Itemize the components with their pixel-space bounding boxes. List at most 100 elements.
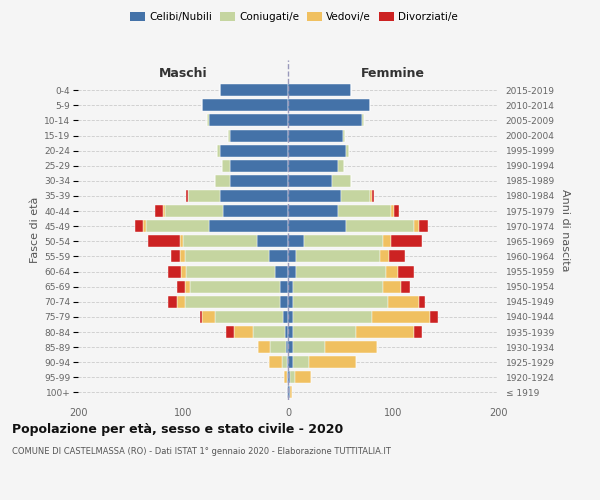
Bar [257, 341, 270, 353]
Bar [419, 220, 428, 232]
Bar [180, 250, 185, 262]
Bar [288, 236, 304, 248]
Bar [270, 341, 286, 353]
Bar [186, 190, 188, 202]
Bar [176, 296, 185, 308]
Bar [176, 280, 185, 292]
Bar [275, 266, 288, 278]
Bar [343, 130, 345, 141]
Bar [338, 205, 391, 217]
Bar [293, 280, 383, 292]
Bar [338, 160, 344, 172]
Bar [228, 130, 230, 141]
Bar [304, 236, 383, 248]
Bar [202, 100, 288, 112]
Bar [288, 372, 290, 384]
Bar [168, 266, 181, 278]
Bar [185, 280, 190, 292]
Bar [235, 326, 253, 338]
Bar [389, 250, 404, 262]
Bar [288, 280, 293, 292]
Bar [288, 326, 293, 338]
Bar [190, 280, 280, 292]
Y-axis label: Fasce di età: Fasce di età [30, 197, 40, 263]
Bar [181, 266, 186, 278]
Bar [209, 220, 288, 232]
Bar [288, 130, 343, 141]
Bar [230, 175, 288, 187]
Bar [288, 190, 341, 202]
Bar [370, 190, 372, 202]
Bar [269, 356, 282, 368]
Bar [168, 296, 176, 308]
Bar [288, 250, 296, 262]
Bar [332, 175, 351, 187]
Bar [388, 296, 419, 308]
Bar [287, 386, 288, 398]
Text: Popolazione per età, sesso e stato civile - 2020: Popolazione per età, sesso e stato civil… [12, 422, 343, 436]
Bar [186, 266, 275, 278]
Bar [391, 205, 394, 217]
Bar [285, 326, 288, 338]
Bar [430, 311, 438, 323]
Bar [293, 296, 388, 308]
Bar [217, 144, 220, 156]
Bar [296, 250, 380, 262]
Bar [288, 205, 338, 217]
Bar [288, 220, 346, 232]
Bar [180, 236, 183, 248]
Bar [215, 311, 283, 323]
Bar [257, 236, 288, 248]
Bar [202, 311, 215, 323]
Bar [165, 205, 223, 217]
Bar [223, 205, 288, 217]
Bar [372, 311, 430, 323]
Bar [414, 220, 419, 232]
Bar [209, 114, 288, 126]
Bar [183, 236, 257, 248]
Bar [230, 130, 288, 141]
Bar [185, 250, 269, 262]
Bar [288, 266, 296, 278]
Bar [148, 236, 180, 248]
Text: Femmine: Femmine [361, 66, 425, 80]
Bar [288, 144, 346, 156]
Bar [290, 372, 295, 384]
Bar [295, 372, 311, 384]
Bar [293, 326, 356, 338]
Bar [293, 341, 325, 353]
Bar [287, 356, 288, 368]
Bar [288, 114, 361, 126]
Bar [372, 190, 374, 202]
Bar [220, 144, 288, 156]
Bar [155, 205, 163, 217]
Bar [309, 356, 356, 368]
Bar [280, 280, 288, 292]
Bar [280, 296, 288, 308]
Bar [143, 220, 146, 232]
Legend: Celibi/Nubili, Coniugati/e, Vedovi/e, Divorziati/e: Celibi/Nubili, Coniugati/e, Vedovi/e, Di… [126, 8, 462, 26]
Bar [288, 84, 351, 96]
Bar [414, 326, 422, 338]
Bar [341, 190, 370, 202]
Bar [288, 341, 293, 353]
Bar [346, 220, 414, 232]
Bar [222, 160, 230, 172]
Bar [419, 296, 425, 308]
Bar [386, 266, 398, 278]
Bar [172, 250, 180, 262]
Bar [288, 356, 293, 368]
Bar [288, 296, 293, 308]
Bar [282, 356, 287, 368]
Bar [215, 175, 230, 187]
Bar [200, 311, 202, 323]
Bar [383, 280, 401, 292]
Bar [293, 356, 309, 368]
Bar [220, 84, 288, 96]
Bar [394, 205, 400, 217]
Bar [207, 114, 209, 126]
Bar [134, 220, 143, 232]
Bar [185, 296, 280, 308]
Bar [269, 250, 288, 262]
Y-axis label: Anni di nascita: Anni di nascita [560, 188, 571, 271]
